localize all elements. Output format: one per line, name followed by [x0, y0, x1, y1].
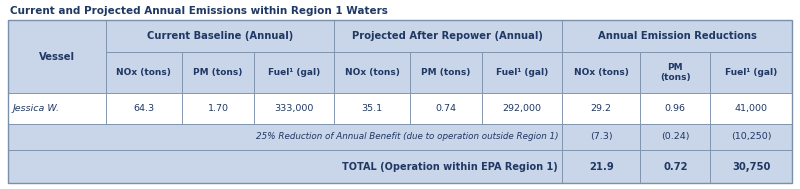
Bar: [710, 150, 792, 183]
Text: 30,750: 30,750: [732, 162, 770, 172]
Text: Projected After Repower (Annual): Projected After Repower (Annual): [353, 31, 543, 41]
Bar: [482, 93, 562, 123]
Text: 1.70: 1.70: [207, 104, 229, 113]
Text: Annual Emission Reductions: Annual Emission Reductions: [598, 31, 757, 41]
Bar: [562, 93, 641, 123]
Bar: [710, 52, 792, 93]
Bar: [641, 93, 710, 123]
Bar: [710, 93, 792, 123]
Text: 0.96: 0.96: [665, 104, 686, 113]
Bar: [641, 150, 710, 183]
Text: 41,000: 41,000: [734, 104, 767, 113]
Text: 25% Reduction of Annual Benefit (due to operation outside Region 1): 25% Reduction of Annual Benefit (due to …: [255, 132, 558, 141]
Bar: [641, 123, 710, 150]
Bar: [8, 93, 106, 123]
Bar: [562, 150, 641, 183]
Text: PM (tons): PM (tons): [422, 68, 471, 77]
Text: Current and Projected Annual Emissions within Region 1 Waters: Current and Projected Annual Emissions w…: [10, 6, 388, 16]
Text: Fuel¹ (gal): Fuel¹ (gal): [496, 68, 548, 77]
Bar: [562, 123, 641, 150]
Text: 35.1: 35.1: [362, 104, 382, 113]
Bar: [334, 20, 562, 52]
Text: 333,000: 333,000: [274, 104, 314, 113]
Bar: [106, 93, 182, 123]
Bar: [410, 52, 482, 93]
Text: 21.9: 21.9: [589, 162, 614, 172]
Bar: [8, 20, 106, 93]
Text: Fuel¹ (gal): Fuel¹ (gal): [267, 68, 320, 77]
Bar: [106, 20, 334, 52]
Text: (0.24): (0.24): [661, 132, 690, 141]
Bar: [334, 93, 410, 123]
Text: TOTAL (Operation within EPA Region 1): TOTAL (Operation within EPA Region 1): [342, 162, 558, 172]
Text: PM (tons): PM (tons): [194, 68, 242, 77]
Bar: [8, 20, 792, 183]
Bar: [254, 52, 334, 93]
Bar: [182, 93, 254, 123]
Text: (7.3): (7.3): [590, 132, 613, 141]
Text: NOx (tons): NOx (tons): [117, 68, 171, 77]
Text: 64.3: 64.3: [134, 104, 154, 113]
Text: NOx (tons): NOx (tons): [345, 68, 399, 77]
Bar: [334, 52, 410, 93]
Bar: [182, 52, 254, 93]
Text: Vessel: Vessel: [38, 52, 74, 62]
Bar: [8, 150, 562, 183]
Bar: [562, 20, 792, 52]
Text: 29.2: 29.2: [590, 104, 612, 113]
Text: Current Baseline (Annual): Current Baseline (Annual): [146, 31, 293, 41]
Bar: [641, 52, 710, 93]
Text: 292,000: 292,000: [502, 104, 542, 113]
Bar: [254, 93, 334, 123]
Bar: [482, 52, 562, 93]
Bar: [8, 123, 562, 150]
Text: PM
(tons): PM (tons): [660, 63, 690, 82]
Text: (10,250): (10,250): [731, 132, 771, 141]
Bar: [410, 93, 482, 123]
Text: NOx (tons): NOx (tons): [574, 68, 629, 77]
Text: Jessica W.: Jessica W.: [13, 104, 60, 113]
Text: 0.72: 0.72: [663, 162, 687, 172]
Bar: [710, 123, 792, 150]
Text: 0.74: 0.74: [436, 104, 457, 113]
Text: Fuel¹ (gal): Fuel¹ (gal): [725, 68, 777, 77]
Bar: [562, 52, 641, 93]
Bar: [106, 52, 182, 93]
